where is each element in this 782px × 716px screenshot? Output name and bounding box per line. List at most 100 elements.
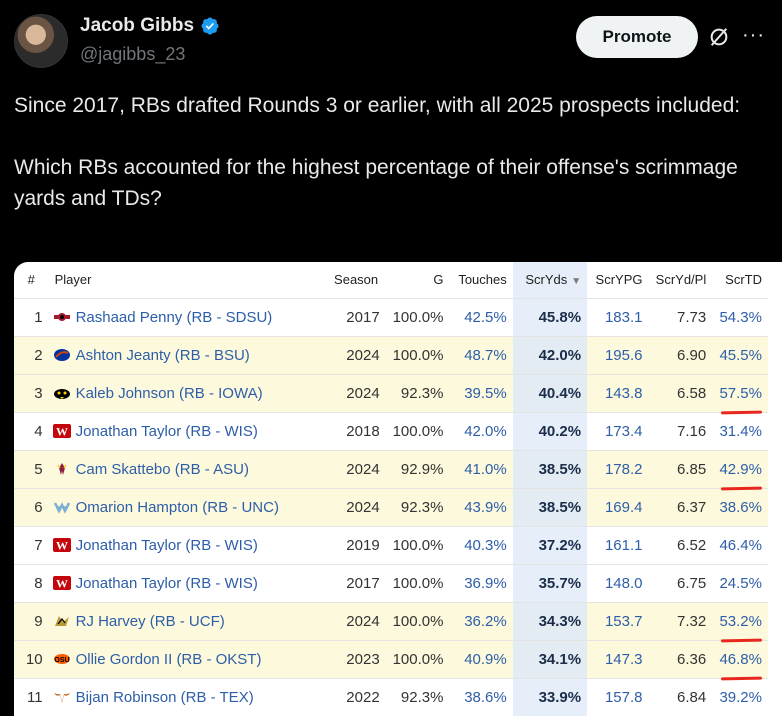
player-cell[interactable]: W Jonathan Taylor (RB - WIS): [49, 412, 328, 450]
tweet-text: Since 2017, RBs drafted Rounds 3 or earl…: [14, 90, 754, 245]
player-cell[interactable]: Cam Skattebo (RB - ASU): [49, 450, 328, 488]
touches-cell: 39.5%: [464, 384, 507, 402]
unc-logo-icon: [53, 500, 71, 514]
scrydpl-cell: 6.52: [677, 536, 707, 554]
scryds-cell: 34.1%: [512, 640, 588, 678]
scrydpl-cell: 6.58: [677, 384, 707, 402]
scrtd-cell: 46.8%: [712, 640, 768, 678]
author-handle[interactable]: @jagibbs_23: [80, 44, 186, 64]
scrypg-cell: 157.8: [604, 688, 643, 706]
iowa-logo-icon: [53, 386, 71, 400]
verified-badge-icon: [201, 17, 219, 35]
stats-table-image[interactable]: # Player Season G Touches ScrYds ▼ ScrYPG…: [14, 262, 782, 716]
svg-text:W: W: [56, 424, 68, 438]
scryds-cell: 38.5%: [512, 488, 588, 526]
player-name-link[interactable]: Kaleb Johnson (RB - IOWA): [75, 384, 263, 402]
scrypg-cell: 148.0: [604, 574, 643, 592]
scrtd-cell: 57.5%: [712, 374, 768, 412]
table-row: 8 W Jonathan Taylor (RB - WIS) 2017 100.0…: [14, 564, 768, 602]
stats-table: # Player Season G Touches ScrYds ▼ ScrYPG…: [14, 262, 768, 716]
scrtd-cell: 54.3%: [712, 298, 768, 336]
player-name-link[interactable]: RJ Harvey (RB - UCF): [75, 612, 225, 630]
g-cell: 100.0%: [392, 536, 444, 554]
scryds-cell: 42.0%: [512, 336, 588, 374]
scrypg-cell: 178.2: [604, 460, 643, 478]
season-cell: 2024: [346, 346, 380, 364]
g-cell: 100.0%: [392, 574, 444, 592]
more-options-icon[interactable]: ···: [742, 24, 765, 46]
svg-text:W: W: [56, 576, 68, 590]
scrtd-value: 31.4%: [719, 422, 762, 440]
player-cell[interactable]: Bijan Robinson (RB - TEX): [49, 678, 328, 716]
wis-logo-icon: W: [52, 537, 71, 552]
rank-cell: 7: [34, 536, 43, 554]
player-name-link[interactable]: Rashaad Penny (RB - SDSU): [75, 308, 273, 326]
rank-cell: 8: [34, 574, 43, 592]
sort-desc-icon: ▼: [571, 276, 582, 288]
touches-cell: 42.0%: [464, 422, 507, 440]
table-row: 6 Omarion Hampton (RB - UNC) 2024 92.3% …: [14, 488, 768, 526]
season-cell: 2024: [346, 612, 380, 630]
player-cell[interactable]: Ashton Jeanty (RB - BSU): [49, 336, 328, 374]
red-underline-annotation: 53.2%: [719, 612, 762, 630]
scrydpl-cell: 6.37: [677, 498, 707, 516]
table-row: 5 Cam Skattebo (RB - ASU) 2024 92.9% 41.…: [14, 450, 768, 488]
player-name-link[interactable]: Cam Skattebo (RB - ASU): [75, 460, 249, 478]
g-cell: 92.3%: [400, 498, 444, 516]
header-scryds: ScrYds ▼: [512, 262, 588, 298]
scrypg-cell: 161.1: [604, 536, 643, 554]
player-name-link[interactable]: Ollie Gordon II (RB - OKST): [75, 650, 262, 668]
player-cell[interactable]: Omarion Hampton (RB - UNC): [49, 488, 328, 526]
scrydpl-cell: 7.73: [677, 308, 707, 326]
scrtd-cell: 45.5%: [712, 336, 768, 374]
player-cell[interactable]: RJ Harvey (RB - UCF): [49, 602, 328, 640]
g-cell: 92.3%: [400, 384, 444, 402]
player-name-link[interactable]: Omarion Hampton (RB - UNC): [75, 498, 279, 516]
scrypg-cell: 183.1: [604, 308, 643, 326]
player-name-link[interactable]: Ashton Jeanty (RB - BSU): [75, 346, 250, 364]
player-cell[interactable]: W Jonathan Taylor (RB - WIS): [49, 564, 328, 602]
scrtd-cell: 31.4%: [712, 412, 768, 450]
header-scrypg: ScrYPG: [595, 272, 643, 288]
touches-cell: 40.9%: [464, 650, 507, 668]
player-name-link[interactable]: Jonathan Taylor (RB - WIS): [75, 536, 258, 554]
rank-cell: 3: [34, 384, 43, 402]
avatar[interactable]: [14, 14, 68, 68]
season-cell: 2017: [346, 308, 380, 326]
table-row: 10 OSU Ollie Gordon II (RB - OKST) 2023 1…: [14, 640, 768, 678]
player-cell[interactable]: W Jonathan Taylor (RB - WIS): [49, 526, 328, 564]
player-cell[interactable]: OSU Ollie Gordon II (RB - OKST): [49, 640, 328, 678]
season-cell: 2024: [346, 498, 380, 516]
bsu-logo-icon: [53, 348, 71, 362]
scrtd-cell: 53.2%: [712, 602, 768, 640]
header-scrydpl: ScrYd/Pl: [655, 272, 707, 288]
ucf-logo-icon: [53, 614, 71, 628]
scrtd-value: 24.5%: [719, 574, 762, 592]
header-rank: #: [27, 272, 35, 288]
season-cell: 2024: [346, 384, 380, 402]
sdsu-logo-icon: [53, 310, 71, 324]
wis-logo-icon: W: [52, 575, 71, 590]
season-cell: 2022: [346, 688, 380, 706]
player-cell[interactable]: Rashaad Penny (RB - SDSU): [49, 298, 328, 336]
author-name-row[interactable]: Jacob Gibbs: [80, 15, 220, 37]
grok-icon[interactable]: [708, 26, 730, 48]
table-row: 11 Bijan Robinson (RB - TEX) 2022 92.3% …: [14, 678, 768, 716]
scrydpl-cell: 7.32: [677, 612, 707, 630]
player-name-link[interactable]: Jonathan Taylor (RB - WIS): [75, 574, 258, 592]
g-cell: 92.3%: [400, 688, 444, 706]
scryds-cell: 45.8%: [512, 298, 588, 336]
scrypg-cell: 195.6: [604, 346, 643, 364]
season-cell: 2018: [346, 422, 380, 440]
touches-cell: 40.3%: [464, 536, 507, 554]
player-name-link[interactable]: Jonathan Taylor (RB - WIS): [75, 422, 258, 440]
scrtd-cell: 39.2%: [712, 678, 768, 716]
table-header-row: # Player Season G Touches ScrYds ▼ ScrYPG…: [14, 262, 768, 298]
red-underline-annotation: 57.5%: [719, 384, 762, 402]
author-name[interactable]: Jacob Gibbs: [80, 15, 195, 36]
scrypg-cell: 143.8: [604, 384, 643, 402]
scryds-cell: 40.2%: [512, 412, 588, 450]
promote-button[interactable]: Promote: [576, 16, 698, 58]
player-name-link[interactable]: Bijan Robinson (RB - TEX): [75, 688, 254, 706]
player-cell[interactable]: Kaleb Johnson (RB - IOWA): [49, 374, 328, 412]
